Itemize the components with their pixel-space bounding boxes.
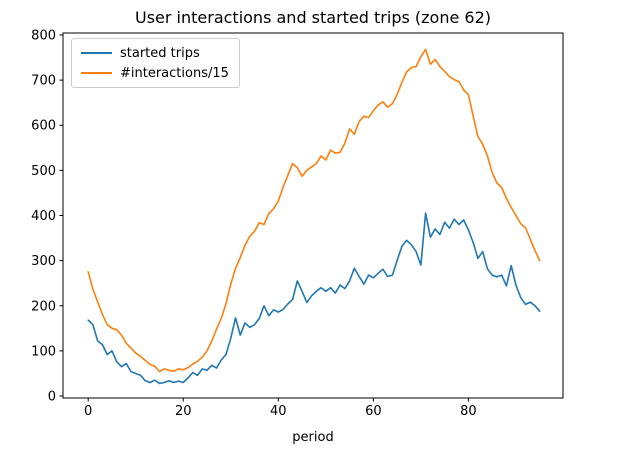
x-tick-label: 20 [175,404,192,419]
y-tick-label: 0 [48,390,56,405]
legend-item-interactions: #interactions/15 [81,63,229,83]
legend-item-started-trips: started trips [81,43,229,63]
y-tick-label: 600 [31,119,56,134]
series-line-started-trips [87,212,541,385]
legend: started trips #interactions/15 [71,38,240,88]
y-tick-label: 800 [31,28,56,43]
series-line--interactions-15 [87,48,541,373]
legend-line-swatch-blue [81,52,112,54]
x-axis-label: period [292,430,334,445]
x-tick-label: 60 [365,404,382,419]
x-tick-label: 0 [84,404,92,419]
y-tick-label: 500 [31,164,56,179]
x-tick-label: 40 [270,404,287,419]
y-tick-label: 400 [31,209,56,224]
x-tick-label: 80 [460,404,477,419]
legend-line-swatch-orange [81,72,112,74]
chart-title: User interactions and started trips (zon… [134,8,492,27]
legend-label: #interactions/15 [120,65,229,81]
y-tick-label: 100 [31,344,56,359]
y-tick-label: 200 [31,299,56,314]
y-tick-label: 300 [31,254,56,269]
legend-label: started trips [120,45,200,61]
y-tick-label: 700 [31,74,56,89]
